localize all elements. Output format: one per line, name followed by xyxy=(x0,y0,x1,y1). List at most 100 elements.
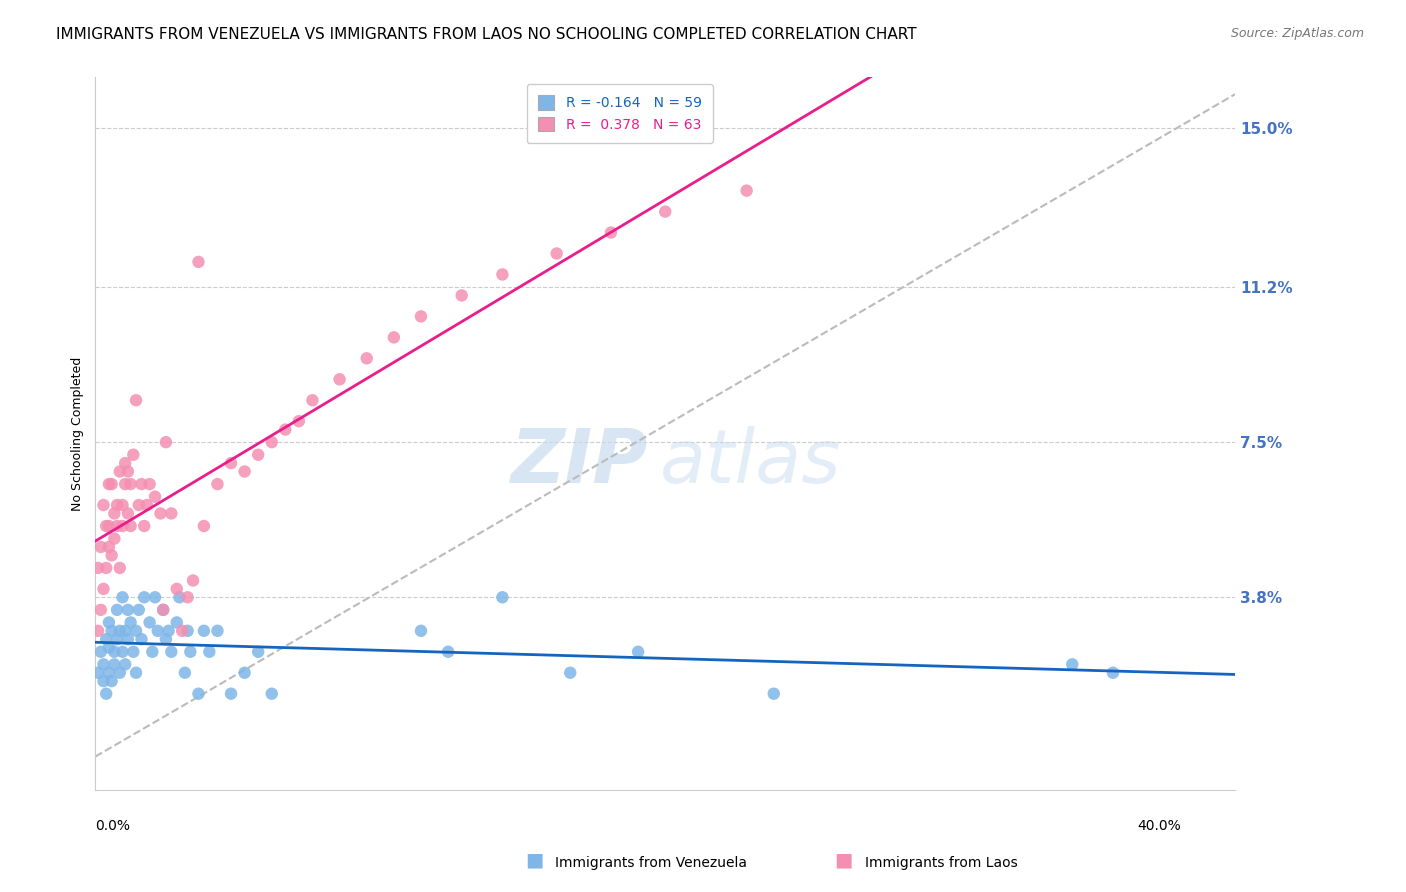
Text: ■: ■ xyxy=(834,851,853,870)
Point xyxy=(155,632,177,647)
Point xyxy=(128,498,150,512)
Point xyxy=(97,519,120,533)
Point xyxy=(103,645,125,659)
Point xyxy=(108,624,131,638)
Text: 40.0%: 40.0% xyxy=(1137,820,1181,833)
Point xyxy=(600,226,623,240)
Point xyxy=(120,477,142,491)
Point xyxy=(96,632,118,647)
Point xyxy=(134,519,156,533)
Point xyxy=(627,645,650,659)
Point xyxy=(356,351,378,366)
Point xyxy=(654,204,676,219)
Text: Immigrants from Laos: Immigrants from Laos xyxy=(865,855,1018,870)
Point xyxy=(143,591,166,605)
Point xyxy=(176,591,198,605)
Point xyxy=(90,540,112,554)
Point xyxy=(97,540,120,554)
Point xyxy=(131,477,153,491)
Point xyxy=(160,507,183,521)
Point xyxy=(96,519,118,533)
Text: Immigrants from Venezuela: Immigrants from Venezuela xyxy=(555,855,748,870)
Point xyxy=(233,665,256,680)
Point xyxy=(103,657,125,672)
Point xyxy=(187,255,209,269)
Point xyxy=(450,288,472,302)
Point xyxy=(96,687,118,701)
Point xyxy=(152,603,174,617)
Point xyxy=(108,665,131,680)
Point xyxy=(122,645,145,659)
Point xyxy=(111,645,134,659)
Point xyxy=(762,687,785,701)
Point xyxy=(560,665,582,680)
Point xyxy=(125,393,148,408)
Point xyxy=(90,603,112,617)
Point xyxy=(179,645,201,659)
Point xyxy=(105,519,128,533)
Point xyxy=(219,687,242,701)
Point xyxy=(135,498,157,512)
Point xyxy=(111,519,134,533)
Point xyxy=(141,645,163,659)
Point xyxy=(93,657,115,672)
Y-axis label: No Schooling Completed: No Schooling Completed xyxy=(72,357,84,511)
Point xyxy=(155,435,177,450)
Point xyxy=(105,632,128,647)
Point xyxy=(138,477,160,491)
Point xyxy=(114,657,136,672)
Text: atlas: atlas xyxy=(659,426,841,499)
Point xyxy=(166,582,188,596)
Point xyxy=(87,665,110,680)
Point xyxy=(114,477,136,491)
Point xyxy=(193,624,215,638)
Point xyxy=(546,246,568,260)
Text: Source: ZipAtlas.com: Source: ZipAtlas.com xyxy=(1230,27,1364,40)
Text: ■: ■ xyxy=(524,851,544,870)
Point xyxy=(100,477,122,491)
Point xyxy=(274,423,297,437)
Point xyxy=(90,645,112,659)
Point xyxy=(105,498,128,512)
Point xyxy=(114,456,136,470)
Point xyxy=(207,624,229,638)
Point xyxy=(117,507,139,521)
Point xyxy=(160,645,183,659)
Point xyxy=(93,498,115,512)
Point xyxy=(143,490,166,504)
Point xyxy=(260,435,283,450)
Point xyxy=(491,591,513,605)
Point xyxy=(138,615,160,630)
Point xyxy=(87,561,110,575)
Point xyxy=(120,519,142,533)
Point xyxy=(111,591,134,605)
Point xyxy=(166,615,188,630)
Point xyxy=(193,519,215,533)
Point xyxy=(111,498,134,512)
Point xyxy=(172,624,194,638)
Point xyxy=(219,456,242,470)
Point xyxy=(117,632,139,647)
Point xyxy=(103,532,125,546)
Point xyxy=(122,448,145,462)
Point xyxy=(174,665,197,680)
Point xyxy=(288,414,311,428)
Point xyxy=(329,372,352,386)
Point xyxy=(105,603,128,617)
Point xyxy=(382,330,405,344)
Point xyxy=(152,603,174,617)
Point xyxy=(125,665,148,680)
Point xyxy=(247,645,270,659)
Point xyxy=(93,582,115,596)
Point xyxy=(128,603,150,617)
Point xyxy=(87,624,110,638)
Point xyxy=(409,310,432,324)
Point xyxy=(735,184,758,198)
Point xyxy=(1062,657,1084,672)
Point xyxy=(117,465,139,479)
Point xyxy=(1102,665,1125,680)
Point xyxy=(103,507,125,521)
Point xyxy=(134,591,156,605)
Point xyxy=(114,624,136,638)
Point xyxy=(97,665,120,680)
